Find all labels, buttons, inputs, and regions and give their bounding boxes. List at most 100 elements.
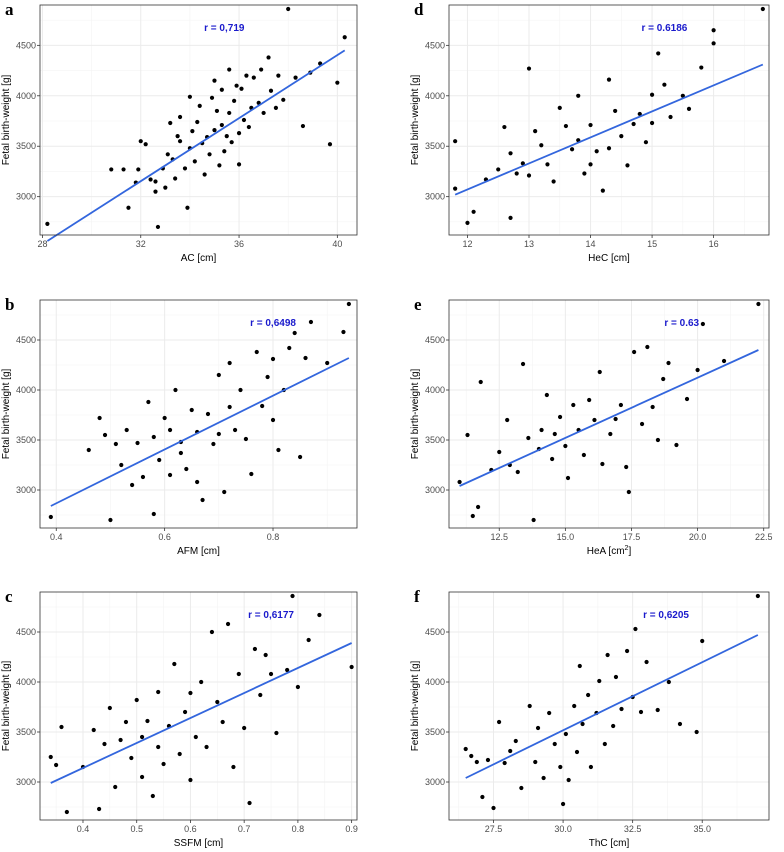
chart-panel-c: 0.4 0.5 0.6 0.7 0.8 0.9 3000 3500 4000 4500 r = 0,… — [1, 587, 358, 849]
data-point — [496, 167, 501, 172]
data-point — [471, 209, 476, 214]
data-point — [700, 638, 705, 644]
data-point — [626, 489, 631, 495]
y-tick-label: 3500 — [16, 727, 36, 737]
data-point — [215, 699, 220, 705]
data-point — [151, 511, 156, 517]
data-point — [216, 431, 221, 437]
data-point — [631, 121, 636, 127]
data-point — [502, 760, 507, 766]
data-point — [232, 427, 238, 433]
data-point — [157, 457, 162, 463]
y-tick-label: 3000 — [425, 485, 445, 495]
data-point — [227, 360, 232, 366]
data-point — [571, 402, 576, 408]
data-point — [182, 709, 188, 715]
data-point — [232, 98, 237, 103]
plot-frame — [39, 4, 358, 236]
data-point — [711, 28, 716, 33]
data-point — [139, 734, 145, 740]
data-point — [577, 663, 582, 669]
data-point — [204, 744, 209, 750]
y-axis-title: Fetal birth-weight [g] — [1, 660, 12, 751]
data-point — [624, 464, 629, 470]
data-point — [219, 87, 224, 92]
data-point — [192, 159, 197, 164]
y-tick-label: 4000 — [425, 91, 445, 101]
data-point — [611, 723, 616, 729]
data-point — [325, 360, 330, 366]
data-point — [469, 753, 474, 759]
x-tick-label: 0.6 — [158, 532, 171, 542]
data-point — [592, 417, 597, 423]
data-point — [327, 142, 333, 147]
data-point — [113, 441, 118, 447]
data-point — [249, 471, 254, 477]
data-point — [286, 6, 291, 12]
data-point — [655, 707, 660, 713]
panel-letter: f — [414, 587, 420, 606]
data-point — [124, 427, 129, 433]
data-point — [694, 729, 699, 735]
data-point — [602, 741, 607, 747]
data-point — [207, 152, 212, 157]
plot-background — [449, 5, 769, 235]
correlation-label: r = 0,6177 — [248, 610, 294, 621]
data-point — [165, 152, 170, 157]
data-point — [661, 376, 666, 382]
x-tick-label: 0.9 — [345, 824, 358, 834]
plot-background — [40, 300, 357, 528]
y-tick-label: 4000 — [16, 385, 36, 395]
x-tick-label: 40 — [332, 239, 342, 249]
data-point — [285, 667, 290, 673]
data-point — [155, 224, 161, 230]
data-point — [533, 759, 538, 765]
x-axis-title: SSFM [cm] — [174, 838, 224, 849]
data-point — [644, 659, 649, 665]
data-point — [655, 437, 661, 443]
x-tick-label: 20.0 — [689, 532, 707, 542]
data-point — [668, 114, 673, 120]
data-point — [531, 517, 536, 523]
data-point — [306, 637, 311, 643]
x-tick-label: 32.5 — [624, 824, 642, 834]
correlation-label: r = 0.63 — [664, 318, 699, 329]
data-point — [594, 149, 599, 154]
chart-panel-e: 12.5 15.0 17.5 20.0 22.5 3000 3500 4000 4500 r = … — [410, 295, 772, 557]
x-tick-label: 0.4 — [50, 532, 63, 542]
data-point — [153, 179, 158, 184]
x-tick-label: 0.8 — [267, 532, 280, 542]
data-point — [45, 221, 50, 227]
data-point — [453, 186, 458, 191]
plot-background — [449, 592, 769, 820]
data-point — [64, 809, 69, 815]
data-point — [613, 674, 619, 680]
data-point — [560, 801, 566, 807]
data-point — [261, 110, 266, 116]
x-axis-title: AC [cm] — [181, 253, 217, 264]
data-point — [239, 86, 244, 91]
data-point — [173, 387, 178, 393]
data-point — [220, 719, 225, 725]
data-point — [526, 435, 531, 441]
y-tick-label: 3500 — [425, 435, 445, 445]
data-point — [552, 431, 557, 437]
panel-letter: c — [5, 587, 13, 606]
x-axis-title-text: ThC [cm] — [589, 838, 630, 849]
data-point — [151, 434, 156, 440]
data-point — [173, 176, 178, 181]
data-point — [246, 124, 251, 130]
data-point — [172, 661, 177, 667]
x-axis-title-text: SSFM [cm] — [174, 838, 224, 849]
data-point — [613, 416, 618, 422]
y-tick-label: 3000 — [425, 192, 445, 202]
y-tick-label: 3500 — [16, 435, 36, 445]
data-point — [178, 450, 183, 456]
data-point — [463, 746, 468, 752]
x-tick-label: 0.8 — [292, 824, 305, 834]
data-point — [241, 117, 247, 123]
data-point — [109, 167, 114, 172]
data-point — [508, 748, 513, 754]
data-point — [544, 392, 549, 398]
